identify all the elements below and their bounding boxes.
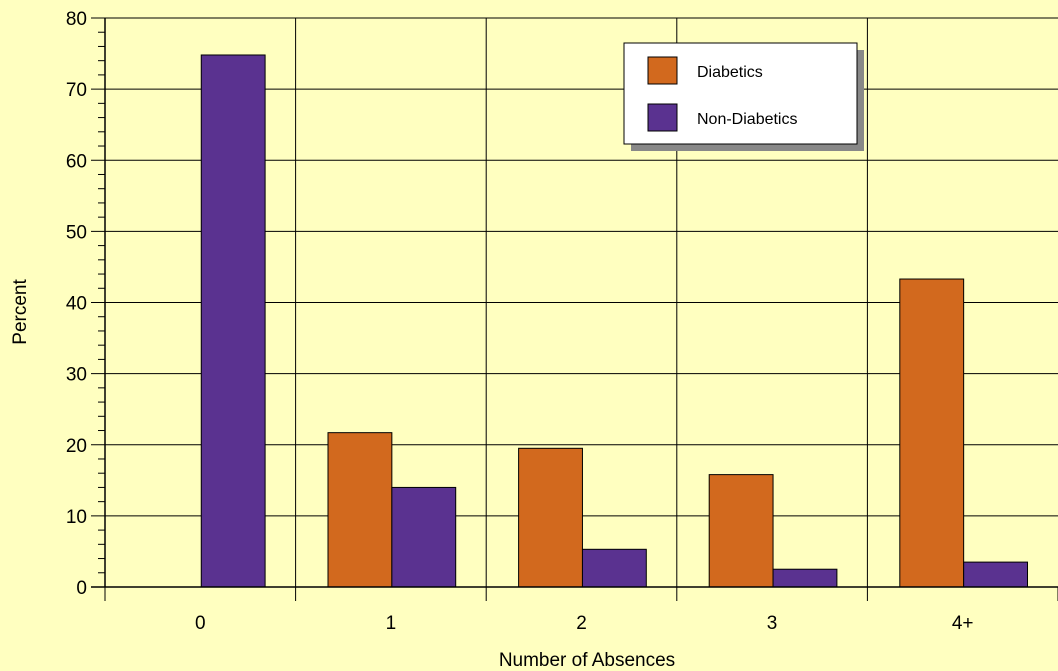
axes (91, 17, 1058, 601)
y-tick-label: 50 (66, 222, 87, 243)
bar-non-diabetics-4 (963, 561, 1029, 588)
y-tick-labels: 0 10 20 30 40 50 60 70 80 (66, 9, 87, 599)
y-axis-title: Percent (10, 279, 31, 345)
bar-diabetics-3 (708, 474, 774, 588)
y-tick-label: 30 (66, 365, 87, 386)
y-tick-label: 80 (66, 9, 87, 30)
legend-swatch-non-diabetics (647, 103, 678, 132)
y-tick-label: 60 (66, 151, 87, 172)
y-tick-label: 0 (76, 578, 87, 599)
y-tick-label: 20 (66, 436, 87, 457)
legend-swatch-diabetics (647, 56, 678, 85)
x-tick-label: 2 (576, 613, 587, 634)
x-tick-label: 3 (767, 613, 778, 634)
legend: Diabetics Non-Diabetics (623, 42, 864, 151)
legend-label-diabetics: Diabetics (697, 64, 763, 81)
bar-non-diabetics-1 (391, 486, 457, 588)
x-tick-label: 0 (195, 613, 206, 634)
bar-diabetics-2 (518, 447, 583, 588)
x-tick-label: 1 (386, 613, 397, 634)
bar-non-diabetics-2 (581, 548, 647, 588)
legend-label-non-diabetics: Non-Diabetics (697, 111, 797, 128)
x-tick-labels: 0 1 2 3 4+ (195, 613, 974, 634)
y-tick-label: 10 (66, 507, 87, 528)
y-tick-label: 70 (66, 80, 87, 101)
bar-non-diabetics-0 (200, 54, 266, 588)
x-tick-label: 4+ (952, 613, 974, 634)
y-tick-label: 40 (66, 294, 87, 315)
x-axis-title: Number of Absences (499, 650, 675, 671)
bars (200, 54, 1029, 588)
bar-non-diabetics-3 (772, 568, 838, 588)
bar-diabetics-4 (899, 278, 965, 588)
bar-diabetics-1 (327, 432, 393, 588)
